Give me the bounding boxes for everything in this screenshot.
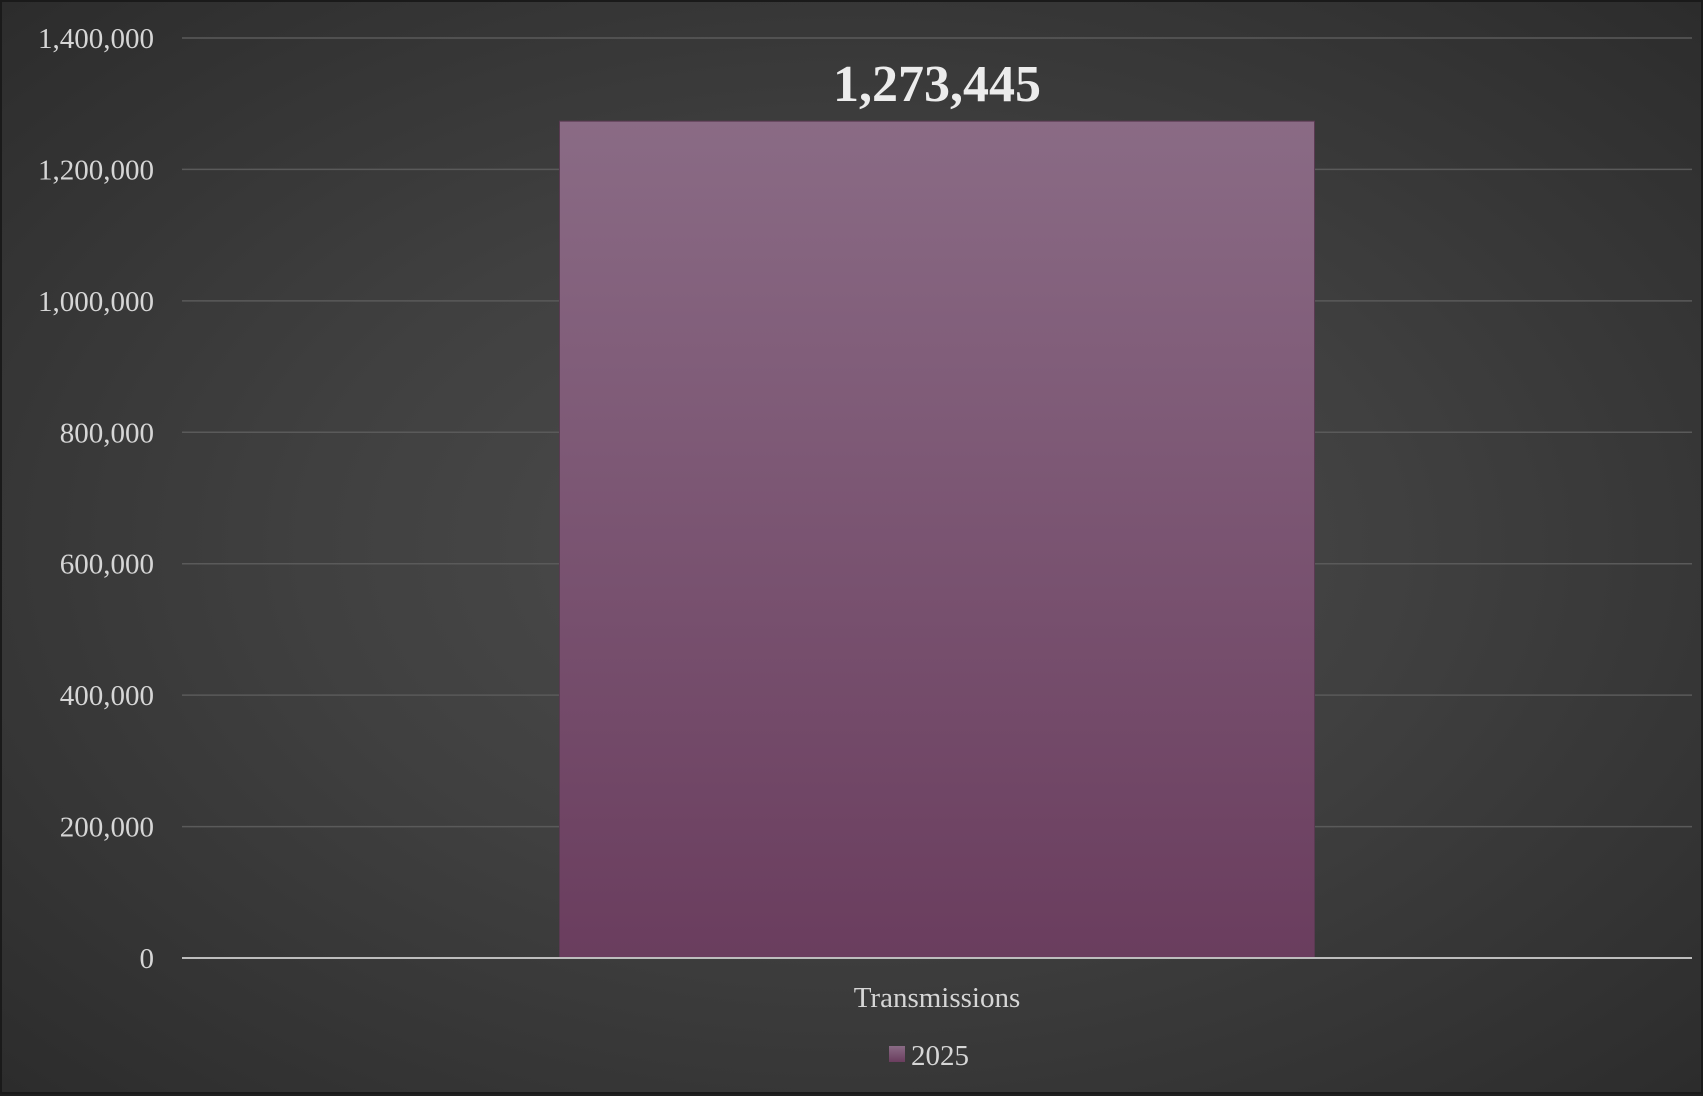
y-tick-label: 600,000 [60,549,154,581]
bars [559,120,1315,959]
bar-2025 [559,120,1315,959]
y-tick-label: 1,200,000 [38,154,154,186]
legend: 2025 [889,1040,969,1072]
legend-swatch [889,1046,905,1062]
data-labels: 1,273,445 [833,56,1041,113]
y-axis-tick-labels: 0 200,000 400,000 600,000 800,000 1,000,000 1,… [38,23,154,975]
y-tick-label: 400,000 [60,680,154,712]
y-tick-label: 0 [140,943,155,975]
y-tick-label: 800,000 [60,417,154,449]
y-tick-label: 1,000,000 [38,286,154,318]
data-label: 1,273,445 [833,56,1041,113]
y-tick-label: 1,400,000 [38,23,154,55]
x-axis-category-labels: Transmissions [854,982,1021,1014]
legend-label: 2025 [911,1040,969,1072]
y-tick-label: 200,000 [60,812,154,844]
x-category-label: Transmissions [854,982,1021,1014]
